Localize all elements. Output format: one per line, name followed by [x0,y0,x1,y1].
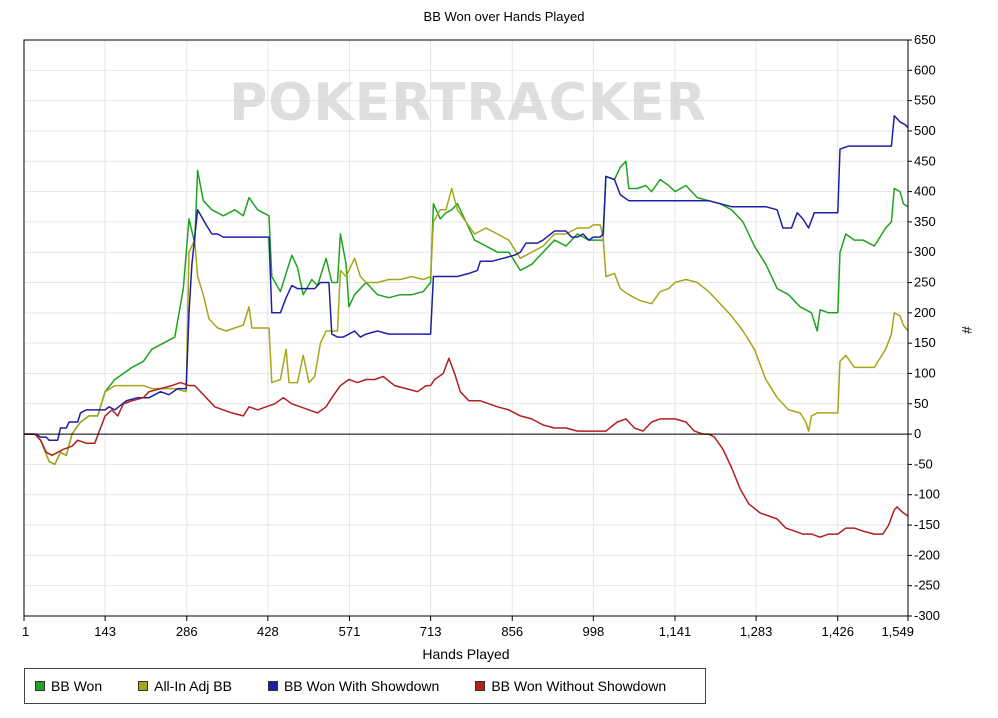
y-tick-label: -250 [914,578,940,593]
x-tick-label: 1,141 [659,624,692,639]
y-axis-title: # [959,326,975,334]
y-tick-label: 650 [914,32,936,47]
y-tick-label: 600 [914,62,936,77]
x-tick-label: 286 [176,624,198,639]
x-tick-label: 1 [22,624,29,639]
legend-swatch [35,681,45,691]
y-axis: 650600550500450400350300250200150100500-… [908,32,940,623]
y-tick-label: 0 [914,426,921,441]
x-tick-label: 428 [257,624,279,639]
legend-label: All-In Adj BB [154,678,232,694]
y-tick-label: 300 [914,244,936,259]
x-tick-label: 571 [339,624,361,639]
y-tick-label: -100 [914,487,940,502]
x-axis: 1 143 286 428 571 713 856 998 1,141 1,283 1,426 1,5… [22,616,914,639]
x-tick-label: 143 [94,624,116,639]
legend: BB Won All-In Adj BB BB Won With Showdow… [24,668,706,704]
y-tick-label: 400 [914,184,936,199]
x-tick-label: 856 [501,624,523,639]
y-tick-label: 350 [914,214,936,229]
legend-label: BB Won [51,678,103,694]
y-tick-label: 500 [914,123,936,138]
legend-item-bb-won-with-showdown[interactable]: BB Won With Showdown [267,678,440,694]
legend-label: BB Won Without Showdown [491,678,667,694]
legend-swatch [138,681,149,691]
x-tick-label: 1,283 [740,624,773,639]
y-tick-label: 200 [914,305,936,320]
x-tick-label: 998 [582,624,604,639]
x-axis-title: Hands Played [422,646,509,662]
y-tick-label: -300 [914,608,940,623]
legend-swatch [267,681,278,691]
y-tick-label: 250 [914,275,936,290]
legend-label: BB Won With Showdown [283,678,440,694]
legend-item-bb-won[interactable]: BB Won [35,678,102,694]
y-tick-label: -200 [914,547,940,562]
watermark: POKERTRACKER [229,73,707,133]
y-tick-label: 550 [914,93,936,108]
legend-swatch [475,681,486,691]
plot-area [23,39,909,617]
y-tick-label: -50 [914,456,933,471]
x-tick-label: 713 [420,624,442,639]
chart-title: BB Won over Hands Played [424,9,585,24]
y-tick-label: 50 [914,396,928,411]
x-tick-label: 1,426 [821,624,854,639]
legend-item-bb-won-without-showdown[interactable]: BB Won Without Showdown [475,678,666,694]
x-tick-label: 1,549 [881,624,914,639]
y-tick-label: 100 [914,365,936,380]
series-line-all-in-adj-bb [24,187,909,466]
y-tick-label: 450 [914,153,936,168]
y-tick-label: 150 [914,335,936,350]
series-layer [24,115,909,538]
series-line-bb-won-without-showdown [24,357,909,538]
series-line-bb-won-with-showdown [24,115,909,441]
legend-item-all-in-adj-bb[interactable]: All-In Adj BB [138,678,232,694]
y-tick-label: -150 [914,517,940,532]
series-line-bb-won [24,160,909,466]
